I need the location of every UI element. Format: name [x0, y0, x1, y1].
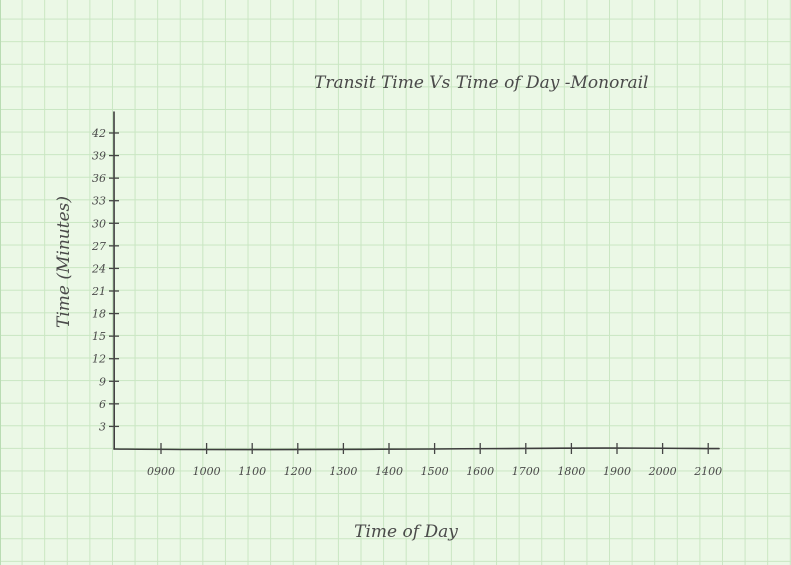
x-tick-label: 0900: [147, 465, 175, 478]
y-tick-label: 27: [91, 240, 106, 253]
y-tick-label: 30: [92, 217, 106, 230]
x-tick-label: 1900: [603, 465, 631, 478]
x-tick-label: 1700: [512, 465, 540, 478]
y-tick-label: 6: [99, 398, 106, 411]
x-tick-label: 1300: [329, 465, 357, 478]
x-tick-label: 1200: [284, 465, 312, 478]
chart-title: Transit Time Vs Time of Day -Monorail: [314, 73, 648, 93]
y-tick-label: 33: [92, 195, 106, 208]
y-tick-label: 12: [92, 353, 106, 366]
x-axis-line: [113, 447, 720, 451]
y-tick-label: 18: [92, 308, 106, 321]
x-tick-label: 2100: [693, 465, 722, 478]
y-tick-label: 24: [91, 262, 106, 275]
y-tick-label: 3: [99, 420, 106, 433]
y-tick-label: 9: [99, 375, 106, 388]
y-tick-label: 21: [91, 285, 106, 298]
x-axis-label: Time of Day: [354, 522, 458, 542]
x-tick-label: 1600: [466, 465, 494, 478]
x-tick-label: 1500: [421, 465, 449, 478]
y-tick-label: 39: [92, 150, 106, 163]
y-tick-label: 42: [91, 127, 106, 140]
y-tick-label: 15: [92, 330, 106, 343]
y-tick-label: 36: [92, 172, 106, 185]
x-tick-label: 1100: [238, 465, 266, 478]
y-axis-label: Time (Minutes): [54, 196, 74, 328]
x-tick-label: 2000: [648, 465, 677, 478]
x-axis-ticks: 0900 1000 1100 1200 1300 1400 1500 1600 1700 1800…: [147, 443, 722, 478]
x-tick-label: 1400: [375, 465, 403, 478]
x-tick-label: 1000: [193, 465, 221, 478]
x-tick-label: 1800: [557, 465, 585, 478]
